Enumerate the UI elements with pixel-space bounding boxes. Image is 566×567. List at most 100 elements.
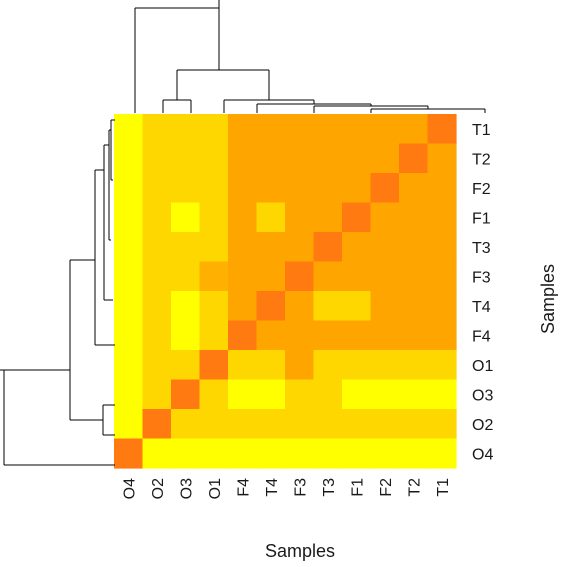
row-labels: T1 T2 F2 F1 T3 F3 T4 F4 O1 O3 O2 O4: [472, 122, 493, 464]
heatmap-cell: [370, 202, 400, 233]
heatmap-cell: [142, 202, 172, 233]
heatmap-cell: [313, 350, 343, 381]
row-tick-label: O2: [472, 417, 493, 434]
heatmap-cell: [342, 350, 372, 381]
column-tick-label: T1: [435, 478, 452, 497]
heatmap-cell: [399, 379, 429, 410]
row-tick-label: O4: [472, 446, 493, 463]
heatmap-cell: [256, 379, 286, 410]
heatmap-cell: [399, 291, 429, 322]
heatmap-cell: [256, 409, 286, 440]
heatmap-cell: [228, 350, 258, 381]
heatmap-cell: [114, 232, 144, 263]
heatmap-cell: [171, 114, 201, 145]
heatmap-cell: [370, 320, 400, 351]
column-tick-label: O4: [121, 478, 138, 499]
heatmap-cell: [114, 143, 144, 174]
heatmap-cell: [285, 261, 315, 292]
row-tick-label: F1: [472, 210, 491, 227]
column-tick-label: O3: [178, 478, 195, 499]
row-tick-label: T4: [472, 299, 491, 316]
heatmap-cell: [256, 173, 286, 204]
heatmap-cell: [342, 173, 372, 204]
heatmap-cell: [342, 143, 372, 174]
heatmap-cell: [427, 438, 457, 469]
heatmap-cell: [370, 409, 400, 440]
heatmap-cell: [313, 114, 343, 145]
column-labels: O4 O2 O3 O1 F4 T4 F3 T3 F1 F2 T2 T1: [121, 478, 452, 499]
heatmap-cell: [142, 173, 172, 204]
heatmap-cell: [114, 291, 144, 322]
heatmap-cell: [285, 202, 315, 233]
heatmap-cell: [114, 261, 144, 292]
heatmap-cell: [171, 143, 201, 174]
row-tick-label: O1: [472, 358, 493, 375]
heatmap-cell: [114, 409, 144, 440]
heatmap-cell: [370, 350, 400, 381]
heatmap-cell: [342, 320, 372, 351]
heatmap-cell: [342, 261, 372, 292]
heatmap-cell: [427, 114, 457, 145]
heatmap-cell: [370, 114, 400, 145]
heatmap-cell: [427, 291, 457, 322]
heatmap-cell: [399, 114, 429, 145]
heatmap-cell: [228, 143, 258, 174]
heatmap-cell: [285, 232, 315, 263]
heatmap-cell: [370, 291, 400, 322]
heatmap-cell: [142, 143, 172, 174]
heatmap-cell: [342, 202, 372, 233]
y-axis-title: Samples: [538, 264, 558, 334]
heatmap-cell: [256, 143, 286, 174]
heatmap-cell: [256, 438, 286, 469]
heatmap-cell: [199, 232, 229, 263]
heatmap-cell: [114, 114, 144, 145]
heatmap-cell: [313, 438, 343, 469]
heatmap-cell: [228, 438, 258, 469]
column-tick-label: F4: [235, 478, 252, 497]
heatmap-cell: [399, 320, 429, 351]
heatmap-cell: [342, 232, 372, 263]
column-tick-label: F3: [292, 478, 309, 497]
heatmap-cell: [313, 320, 343, 351]
heatmap-cell: [427, 143, 457, 174]
heatmap-cell: [399, 202, 429, 233]
heatmap-cell: [313, 143, 343, 174]
heatmap-cell: [171, 438, 201, 469]
heatmap-cell: [114, 438, 144, 469]
heatmap-cell: [171, 232, 201, 263]
row-tick-label: T1: [472, 122, 491, 139]
heatmap-cell: [142, 320, 172, 351]
heatmap-cell: [142, 291, 172, 322]
heatmap-cell: [114, 379, 144, 410]
heatmap-cell: [370, 261, 400, 292]
row-tick-label: F2: [472, 181, 491, 198]
heatmap-cell: [256, 261, 286, 292]
heatmap-cell: [114, 202, 144, 233]
heatmap-cell: [427, 320, 457, 351]
heatmap-cell: [399, 409, 429, 440]
x-axis-title: Samples: [265, 541, 335, 561]
heatmap-cell: [228, 291, 258, 322]
heatmap-cell: [171, 350, 201, 381]
heatmap-cell: [313, 173, 343, 204]
heatmap-cell: [427, 261, 457, 292]
heatmap-cell: [313, 409, 343, 440]
heatmap-cell: [342, 114, 372, 145]
row-tick-label: T2: [472, 151, 491, 168]
heatmap-cell: [199, 114, 229, 145]
heatmap-cell: [427, 202, 457, 233]
heatmap-cell: [171, 409, 201, 440]
heatmap-cell: [313, 291, 343, 322]
heatmap-cell: [370, 438, 400, 469]
heatmap-cell: [399, 350, 429, 381]
heatmap-cell: [256, 320, 286, 351]
heatmap-cell: [199, 143, 229, 174]
heatmap-cell: [313, 232, 343, 263]
heatmap-cell: [199, 350, 229, 381]
heatmap-cell: [285, 114, 315, 145]
heatmap-cell: [142, 409, 172, 440]
heatmap-cell: [228, 320, 258, 351]
heatmap-cell: [285, 409, 315, 440]
heatmap-cell: [313, 202, 343, 233]
